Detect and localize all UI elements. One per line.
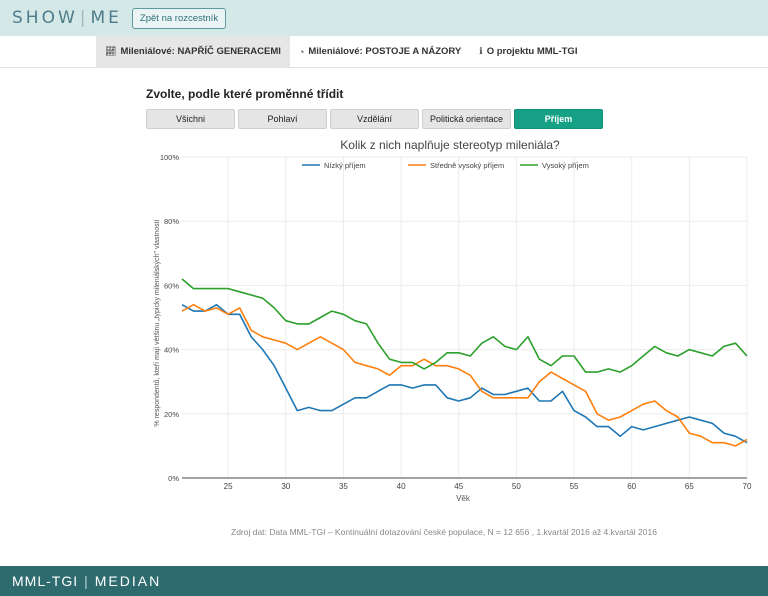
nav-tab-attitudes[interactable]: ◔ Mileniálové: POSTOJE A NÁZORY (290, 36, 470, 67)
y-tick-label: 80% (164, 217, 179, 226)
nav-tab-label: O projektu MML-TGI (486, 46, 578, 57)
legend-item-2[interactable]: Středně vysoký příjem (408, 161, 504, 170)
y-tick-label: 0% (168, 474, 179, 483)
legend-item-3[interactable]: Vysoký příjem (520, 161, 589, 170)
y-tick-label: 20% (164, 410, 179, 419)
series-line-1 (181, 303, 748, 444)
y-tick-label: 60% (164, 281, 179, 290)
x-tick-label: 25 (224, 482, 233, 491)
footer-median-logo: MEDIAN (94, 573, 162, 589)
legend-label: Vysoký příjem (542, 161, 589, 170)
legend-label: Nízký příjem (324, 161, 366, 170)
logo-right-text: ME (90, 8, 122, 28)
chart-title: Kolik z nich naplňuje stereotyp mileniál… (340, 138, 560, 152)
pie-chart-icon: ◔ (298, 46, 305, 57)
logo-left-text: SHOW (12, 8, 78, 28)
x-tick-label: 65 (685, 482, 694, 491)
legend-label: Středně vysoký příjem (430, 161, 504, 170)
y-axis-label: % respondentů, kteří mají většinu „typic… (153, 219, 161, 426)
income-line-chart: 0% 20% 40% 60% 80% 100% 25 30 35 40 45 50 55 60 65 70 N… (153, 138, 752, 503)
chart-ticks: 0% 20% 40% 60% 80% 100% 25 30 35 40 45 50 55 60 65 70 (160, 153, 752, 491)
x-tick-label: 35 (339, 482, 348, 491)
footer: MML-TGI | MEDIAN (0, 566, 768, 596)
x-tick-label: 30 (281, 482, 290, 491)
x-axis-label: Věk (456, 494, 471, 503)
y-tick-label: 100% (160, 153, 180, 162)
footer-separator: | (84, 573, 89, 589)
filter-education-button[interactable]: Vzdělání (330, 109, 419, 129)
legend-item-1[interactable]: Nízký příjem (302, 161, 366, 170)
back-to-index-button[interactable]: Zpět na rozcestník (131, 7, 227, 29)
nav-tab-label: Mileniálové: POSTOJE A NÁZORY (308, 46, 462, 57)
filter-all-button[interactable]: Všichni (146, 109, 235, 129)
filter-income-button[interactable]: Příjem (514, 109, 603, 129)
logo-separator: | (79, 8, 89, 28)
filter-politics-button[interactable]: Politická orientace (422, 109, 511, 129)
y-tick-label: 40% (164, 346, 179, 355)
line-chart-icon: 📈︎ (105, 46, 117, 56)
x-tick-label: 55 (570, 482, 579, 491)
x-tick-label: 70 (743, 482, 752, 491)
nav-tab-about[interactable]: ℹ︎ O projektu MML-TGI (470, 36, 586, 67)
main-nav: 📈︎ Mileniálové: NAPŘÍČ GENERACEMI ◔ Mile… (0, 36, 768, 68)
info-icon: ℹ︎ (479, 46, 483, 56)
x-tick-label: 50 (512, 482, 521, 491)
series-line-2 (181, 303, 748, 447)
filter-gender-button[interactable]: Pohlaví (238, 109, 327, 129)
filter-prompt: Zvolte, podle které proměnné třídit (146, 87, 344, 101)
filter-button-group: Všichni Pohlaví Vzdělání Politická orien… (146, 109, 606, 129)
x-tick-label: 60 (627, 482, 636, 491)
series-line-3 (181, 278, 748, 373)
x-tick-label: 40 (397, 482, 406, 491)
nav-tab-label: Mileniálové: NAPŘÍČ GENERACEMI (120, 46, 281, 57)
chart-series (181, 278, 748, 447)
chart-grid (182, 156, 748, 479)
nav-tab-generations[interactable]: 📈︎ Mileniálové: NAPŘÍČ GENERACEMI (96, 36, 290, 67)
chart-legend[interactable]: Nízký příjem Středně vysoký příjem Vysoký … (302, 161, 589, 170)
top-bar: SHOW | ME Zpět na rozcestník (0, 0, 768, 36)
data-source-note: Zdroj dat: Data MML-TGI – Kontinuální do… (231, 527, 657, 537)
showme-logo[interactable]: SHOW | ME (12, 8, 122, 28)
x-tick-label: 45 (454, 482, 463, 491)
footer-mmltgi: MML-TGI (12, 573, 79, 589)
